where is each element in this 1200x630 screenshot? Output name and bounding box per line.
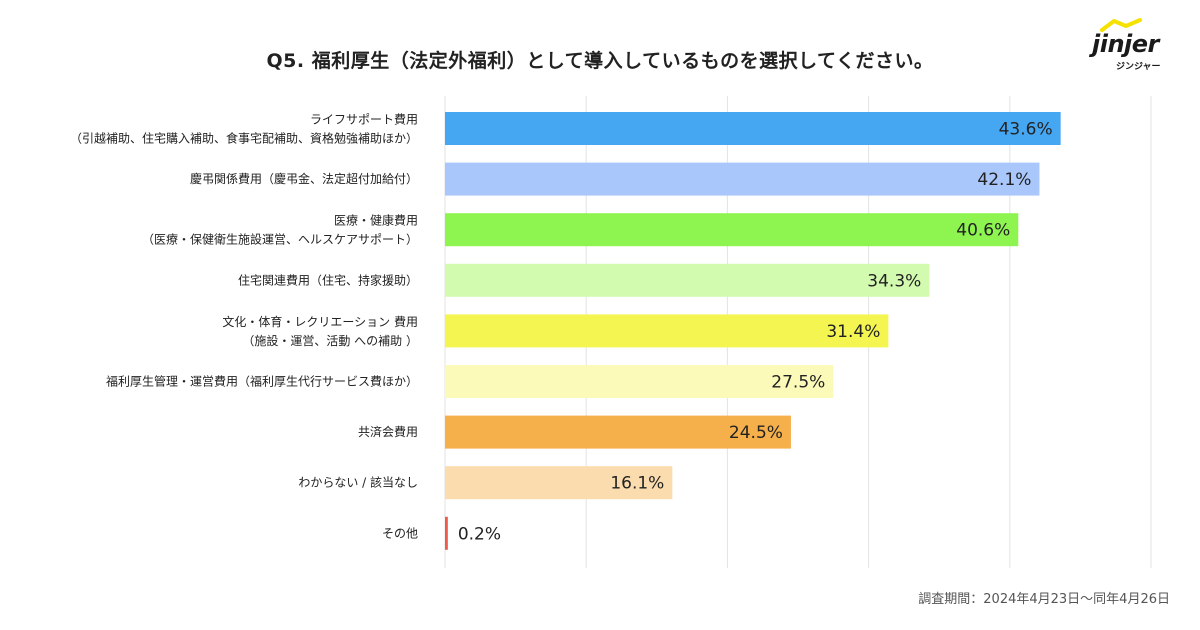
category-label-line: （医療・保健衛生施設運営、ヘルスケアサポート） xyxy=(142,232,418,247)
logo-katakana: ジンジャー xyxy=(1116,62,1161,72)
bar xyxy=(445,516,448,550)
category-label-line: 医療・健康費用 xyxy=(334,213,418,228)
bars xyxy=(445,112,1061,550)
bar xyxy=(445,314,889,348)
category-label: 医療・健康費用 （医療・保健衛生施設運営、ヘルスケアサポート） xyxy=(142,213,418,247)
value-label: 16.1% xyxy=(610,474,664,494)
bar xyxy=(445,162,1040,196)
bar xyxy=(445,415,791,449)
survey-period-note: 調査期間：2024年4月23日〜同年4月26日 xyxy=(918,592,1170,607)
jinjer-logo: jinjer ジンジャー xyxy=(1086,16,1182,74)
logo-roof-icon xyxy=(1100,18,1142,32)
bar-chart: ライフサポート費用 （引越補助、住宅購入補助、食事宅配補助、資格勉強補助ほか） 慶弔… xyxy=(70,96,1152,568)
value-label: 42.1% xyxy=(977,170,1031,190)
category-label-line: 文化・体育・レクリエーション 費用 xyxy=(222,314,418,329)
category-label-line: （引越補助、住宅購入補助、食事宅配補助、資格勉強補助ほか） xyxy=(70,131,418,146)
category-labels: ライフサポート費用 （引越補助、住宅購入補助、食事宅配補助、資格勉強補助ほか） 慶弔… xyxy=(70,112,418,541)
bar xyxy=(445,365,834,398)
bar xyxy=(445,263,930,297)
value-label: 31.4% xyxy=(826,322,880,342)
logo-wordmark: jinjer xyxy=(1092,30,1159,58)
category-label: 共済会費用 xyxy=(358,424,418,439)
chart-title: Q5. 福利厚生（法定外福利）として導入しているものを選択してください。 xyxy=(266,50,934,72)
category-label-line: （施設・運営、活動 への補助 ） xyxy=(242,333,418,348)
value-label: 34.3% xyxy=(867,271,921,291)
bar xyxy=(445,112,1061,145)
value-label: 24.5% xyxy=(729,423,783,443)
bar xyxy=(445,213,1019,247)
category-label: ライフサポート費用 （引越補助、住宅購入補助、食事宅配補助、資格勉強補助ほか） xyxy=(70,112,418,146)
value-label: 0.2% xyxy=(458,524,501,544)
value-label: 40.6% xyxy=(956,221,1010,241)
bar xyxy=(445,466,673,500)
value-label: 43.6% xyxy=(999,120,1053,140)
category-label-line: ライフサポート費用 xyxy=(310,112,418,127)
value-labels: 43.6% 42.1% 40.6% 34.3% 31.4% 27.5% 24.5% 16.1%… xyxy=(458,120,1053,545)
category-label: 福利厚生管理・運営費用（福利厚生代行サービス費ほか） xyxy=(106,374,418,389)
category-label: 慶弔関係費用（慶弔金、法定超付加給付） xyxy=(190,171,418,186)
category-label: 文化・体育・レクリエーション 費用 （施設・運営、活動 への補助 ） xyxy=(222,314,418,348)
value-label: 27.5% xyxy=(771,373,825,393)
category-label: その他 xyxy=(382,526,418,540)
category-label: わからない / 該当なし xyxy=(298,475,418,490)
category-label: 住宅関連費用（住宅、持家援助） xyxy=(238,272,418,287)
